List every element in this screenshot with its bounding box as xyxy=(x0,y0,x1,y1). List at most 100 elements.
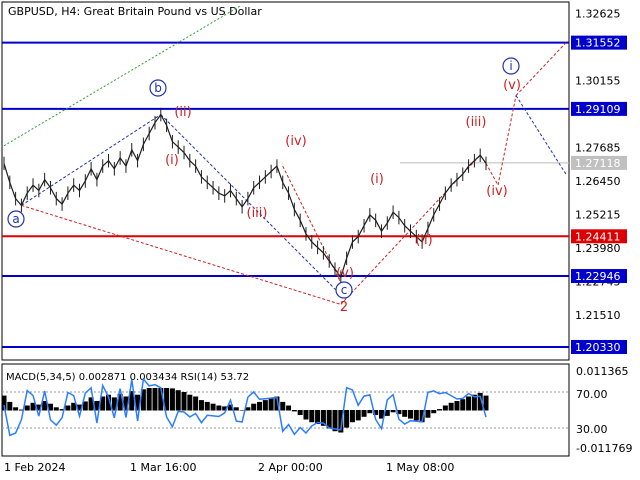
level-label: 1.22946 xyxy=(575,270,621,283)
wave-label: b xyxy=(154,81,162,95)
macd-bar xyxy=(483,395,489,411)
wave-label: (v) xyxy=(503,78,521,93)
wave-label-circle xyxy=(149,79,167,97)
chart-title: GBPUSD, H4: Great Britain Pound vs US Do… xyxy=(8,5,262,18)
macd-bar xyxy=(280,401,286,411)
level-label-box xyxy=(571,35,627,50)
rsi-line xyxy=(3,377,487,437)
current-price-box xyxy=(571,155,627,170)
wave-label: (iv) xyxy=(486,184,507,199)
macd-bar xyxy=(175,390,181,411)
macd-bar xyxy=(384,410,390,416)
projection-line xyxy=(515,42,567,96)
macd-bar xyxy=(419,410,425,423)
macd-bar xyxy=(367,410,373,414)
macd-bar xyxy=(123,396,129,411)
macd-bar xyxy=(152,388,158,411)
macd-bar xyxy=(94,401,100,411)
macd-bar xyxy=(326,410,332,429)
macd-bar xyxy=(24,405,30,411)
macd-bar xyxy=(303,410,309,420)
wave-label: c xyxy=(341,283,348,297)
wave-label: 2 xyxy=(340,300,348,315)
wave-label-circle xyxy=(335,281,353,299)
indicator-series xyxy=(1,377,489,437)
macd-bar xyxy=(210,403,216,411)
macd-bar xyxy=(297,410,303,415)
macd-bar xyxy=(245,407,251,411)
wave-label: (iii) xyxy=(466,115,487,130)
horizontal-levels: 1.31552 1.29109 1.24411 1.22946 1.20330 1.271… xyxy=(2,35,627,354)
macd-bar xyxy=(193,396,199,411)
current-price-label: 1.27118 xyxy=(575,157,621,170)
level-label-box xyxy=(571,339,627,354)
wave-label-circle xyxy=(502,57,520,75)
macd-bar xyxy=(291,410,297,412)
macd-bar xyxy=(448,402,454,411)
macd-bar xyxy=(233,407,239,411)
indicator-axis-label-70: 70.00 xyxy=(576,388,608,401)
wave-label: (iv) xyxy=(285,134,306,149)
macd-bar xyxy=(135,394,141,411)
macd-bar xyxy=(320,410,326,426)
price-series xyxy=(3,107,487,285)
macd-bar xyxy=(129,391,135,411)
macd-bar xyxy=(181,392,187,411)
macd-bar xyxy=(454,401,460,411)
y-tick-label: 1.23980 xyxy=(575,242,621,255)
macd-bar xyxy=(286,405,292,411)
macd-bar xyxy=(227,404,233,411)
macd-bar xyxy=(100,396,106,411)
macd-bar xyxy=(268,398,274,411)
macd-bar xyxy=(344,410,350,428)
macd-bar xyxy=(158,388,164,411)
macd-bar xyxy=(408,410,414,419)
macd-bar xyxy=(251,403,257,411)
macd-bar xyxy=(76,404,82,411)
macd-bar xyxy=(30,402,36,411)
indicator-axis-label-top: 0.011365 xyxy=(576,365,629,378)
macd-bar xyxy=(222,406,228,411)
macd-bar xyxy=(442,405,448,411)
macd-bar xyxy=(460,399,466,411)
y-tick-label: 1.32625 xyxy=(575,8,621,21)
macd-bar xyxy=(315,410,321,424)
macd-bar xyxy=(117,393,123,411)
price-line xyxy=(3,113,487,279)
macd-bar xyxy=(402,410,408,417)
macd-bar xyxy=(146,388,152,411)
y-tick-label: 1.21510 xyxy=(575,309,621,322)
macd-bar xyxy=(111,397,117,411)
wave-label: (i) xyxy=(370,172,384,187)
level-label: 1.24411 xyxy=(575,230,621,243)
macd-bar xyxy=(338,410,344,433)
macd-bar xyxy=(378,410,384,419)
level-label: 1.29109 xyxy=(575,103,621,116)
macd-bar xyxy=(239,410,245,411)
wave-line xyxy=(282,165,342,283)
x-tick-label: 1 Feb 2024 xyxy=(4,461,65,474)
macd-bar xyxy=(257,401,263,411)
macd-bar xyxy=(309,410,315,423)
macd-bar xyxy=(47,403,53,411)
price-axis: 1.32625 1.30155 1.27685 1.26450 1.25215 1.239… xyxy=(575,8,621,354)
macd-bar xyxy=(431,410,437,414)
macd-bar xyxy=(437,409,443,411)
channel-line xyxy=(3,5,241,147)
projection-line xyxy=(515,95,567,175)
wave-line xyxy=(160,114,342,296)
macd-bar xyxy=(332,410,338,432)
main-chart-frame xyxy=(1,1,570,361)
level-label: 1.20330 xyxy=(575,341,621,354)
x-tick-label: 2 Apr 00:00 xyxy=(258,461,323,474)
indicator-axis-label-bottom: -0.011769 xyxy=(576,442,632,455)
macd-bar xyxy=(1,395,7,411)
x-tick-label: 1 May 08:00 xyxy=(386,461,454,474)
level-label-box xyxy=(571,229,627,244)
macd-bar xyxy=(471,394,477,411)
wave-labels: a b c i (i) (ii) (iii) (iv) (v) (i) (ii) (iii) (iv) (… xyxy=(7,57,521,315)
wave-line xyxy=(21,204,341,305)
wave-label: (v) xyxy=(336,266,354,281)
macd-bar xyxy=(262,400,268,411)
